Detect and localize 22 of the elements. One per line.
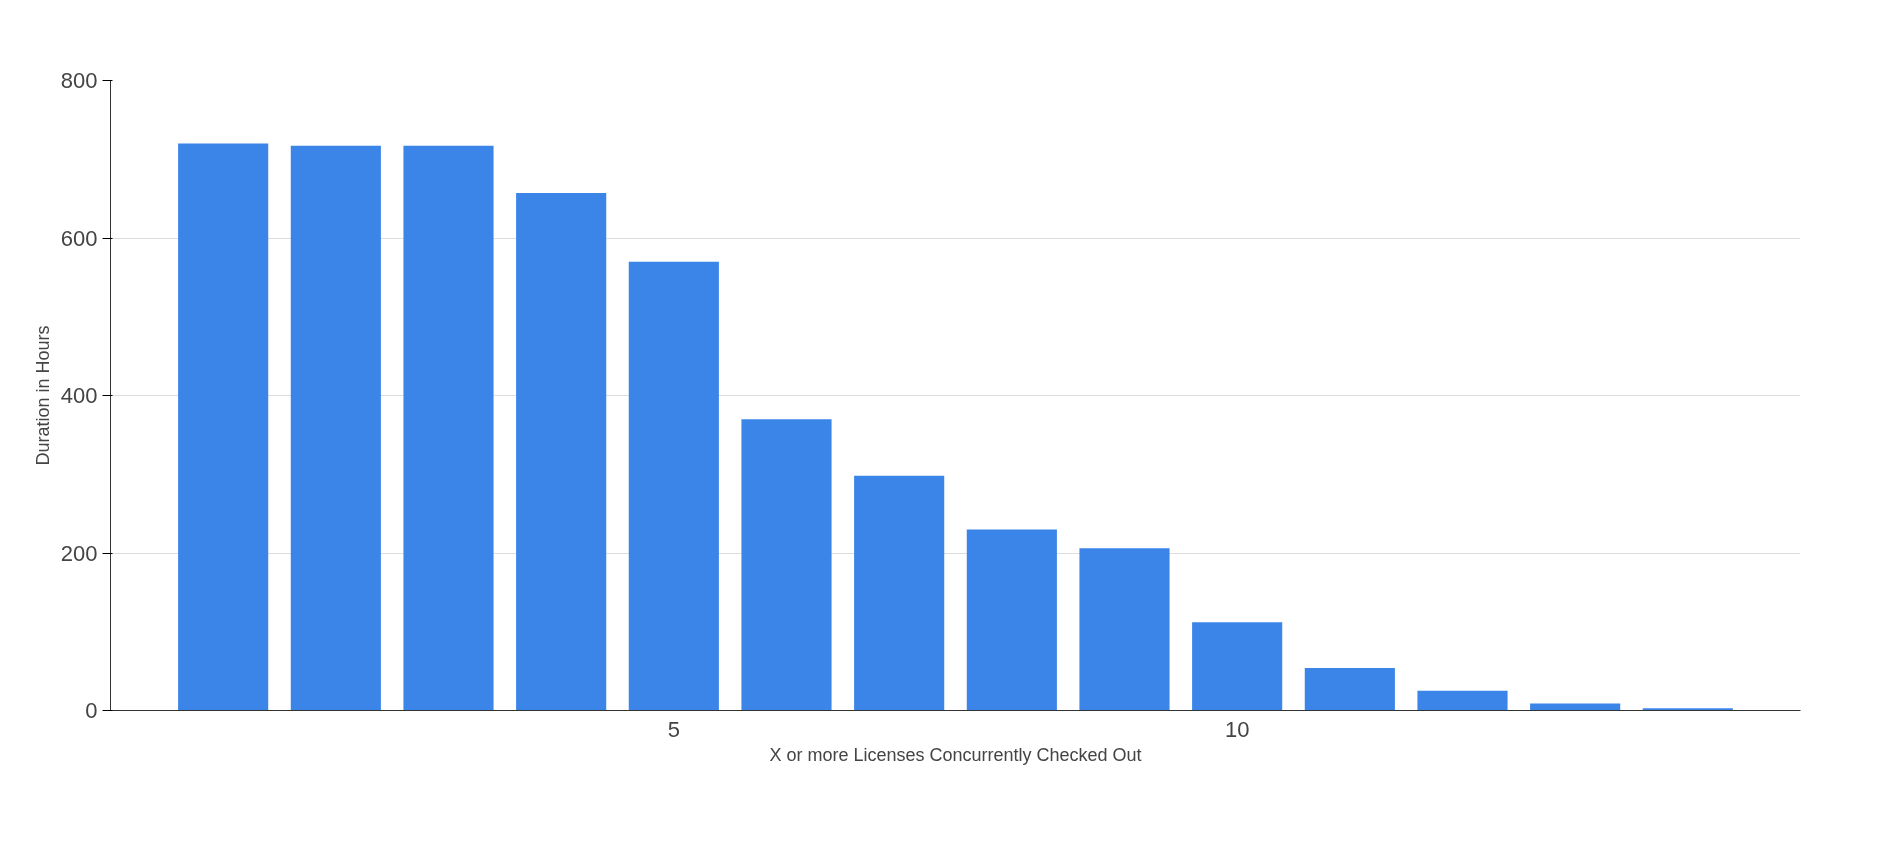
y-tick-label: 0	[85, 698, 98, 723]
bar	[403, 145, 494, 711]
x-tick-label: 10	[1224, 716, 1250, 742]
bar	[741, 419, 832, 711]
y-tick-label: 400	[60, 383, 98, 408]
bar	[854, 475, 945, 711]
bar	[1192, 622, 1283, 711]
bar	[628, 261, 719, 711]
x-axis-title: X or more Licenses Concurrently Checked Out	[769, 744, 1142, 765]
bar	[1417, 690, 1508, 711]
bar	[1530, 703, 1621, 711]
bar	[178, 143, 269, 711]
y-axis-title: Duration in Hours	[32, 325, 53, 466]
bar	[516, 193, 607, 711]
y-tick-label: 800	[60, 68, 98, 93]
bar	[1079, 548, 1170, 711]
bar	[290, 145, 381, 711]
bar	[966, 529, 1057, 711]
x-tick-label: 5	[667, 716, 680, 742]
y-tick-label: 600	[60, 225, 98, 251]
y-tick-label: 200	[60, 540, 98, 566]
bar	[1304, 667, 1395, 711]
